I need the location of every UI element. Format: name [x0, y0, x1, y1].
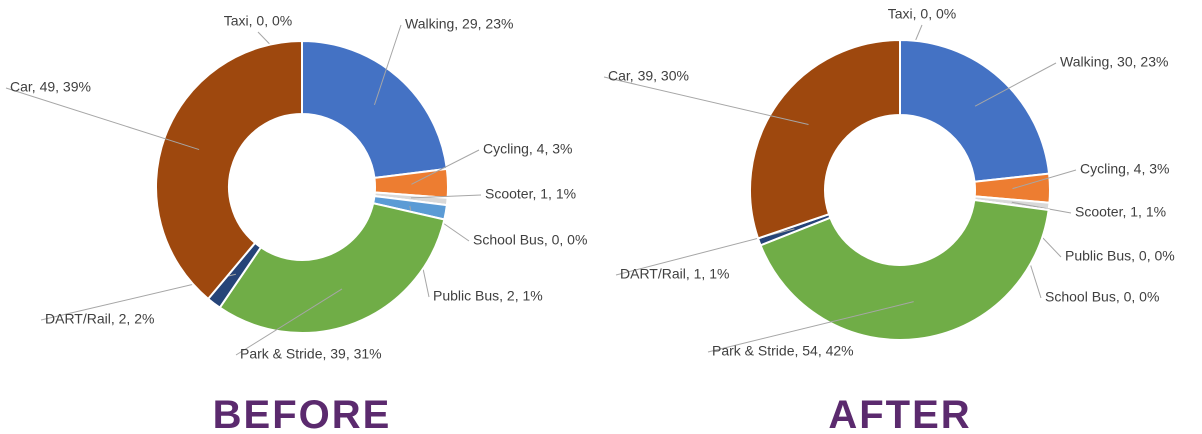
slice — [749, 38, 901, 240]
data-label: School Bus, 0, 0% — [473, 232, 587, 248]
data-label: Walking, 29, 23% — [405, 16, 513, 32]
leader-line — [974, 62, 1057, 107]
slice — [301, 39, 448, 180]
data-label: Scooter, 1, 1% — [1075, 204, 1166, 220]
data-label: Public Bus, 0, 0% — [1065, 248, 1175, 264]
leader-line — [1012, 169, 1077, 190]
data-label: Car, 39, 30% — [608, 68, 689, 84]
data-label: Park & Stride, 54, 42% — [712, 343, 854, 359]
slice — [899, 38, 1051, 183]
data-label: Cycling, 4, 3% — [1080, 161, 1169, 177]
data-label: Public Bus, 2, 1% — [433, 288, 543, 304]
data-label: Walking, 30, 23% — [1060, 54, 1168, 70]
slice — [218, 202, 446, 334]
data-label: Taxi, 0, 0% — [224, 13, 292, 29]
data-label: Taxi, 0, 0% — [888, 6, 956, 22]
leader-line — [603, 76, 809, 126]
data-label: DART/Rail, 2, 2% — [45, 311, 154, 327]
leader-line — [1011, 201, 1072, 214]
chart-title: BEFORE — [213, 393, 392, 434]
slice — [759, 198, 1050, 341]
leader-line — [373, 24, 402, 106]
data-label: Car, 49, 39% — [10, 79, 91, 95]
data-label: Cycling, 4, 3% — [483, 141, 572, 157]
leader-line — [5, 87, 200, 151]
chart-title: AFTER — [828, 393, 971, 434]
leader-line — [411, 149, 480, 185]
data-label: School Bus, 0, 0% — [1045, 289, 1159, 305]
data-label: Park & Stride, 39, 31% — [240, 346, 382, 362]
leader-line — [707, 301, 914, 353]
data-label: DART/Rail, 1, 1% — [620, 266, 729, 282]
leader-line — [410, 194, 482, 199]
slice — [155, 39, 303, 301]
data-label: Scooter, 1, 1% — [485, 186, 576, 202]
leader-line — [235, 288, 343, 356]
